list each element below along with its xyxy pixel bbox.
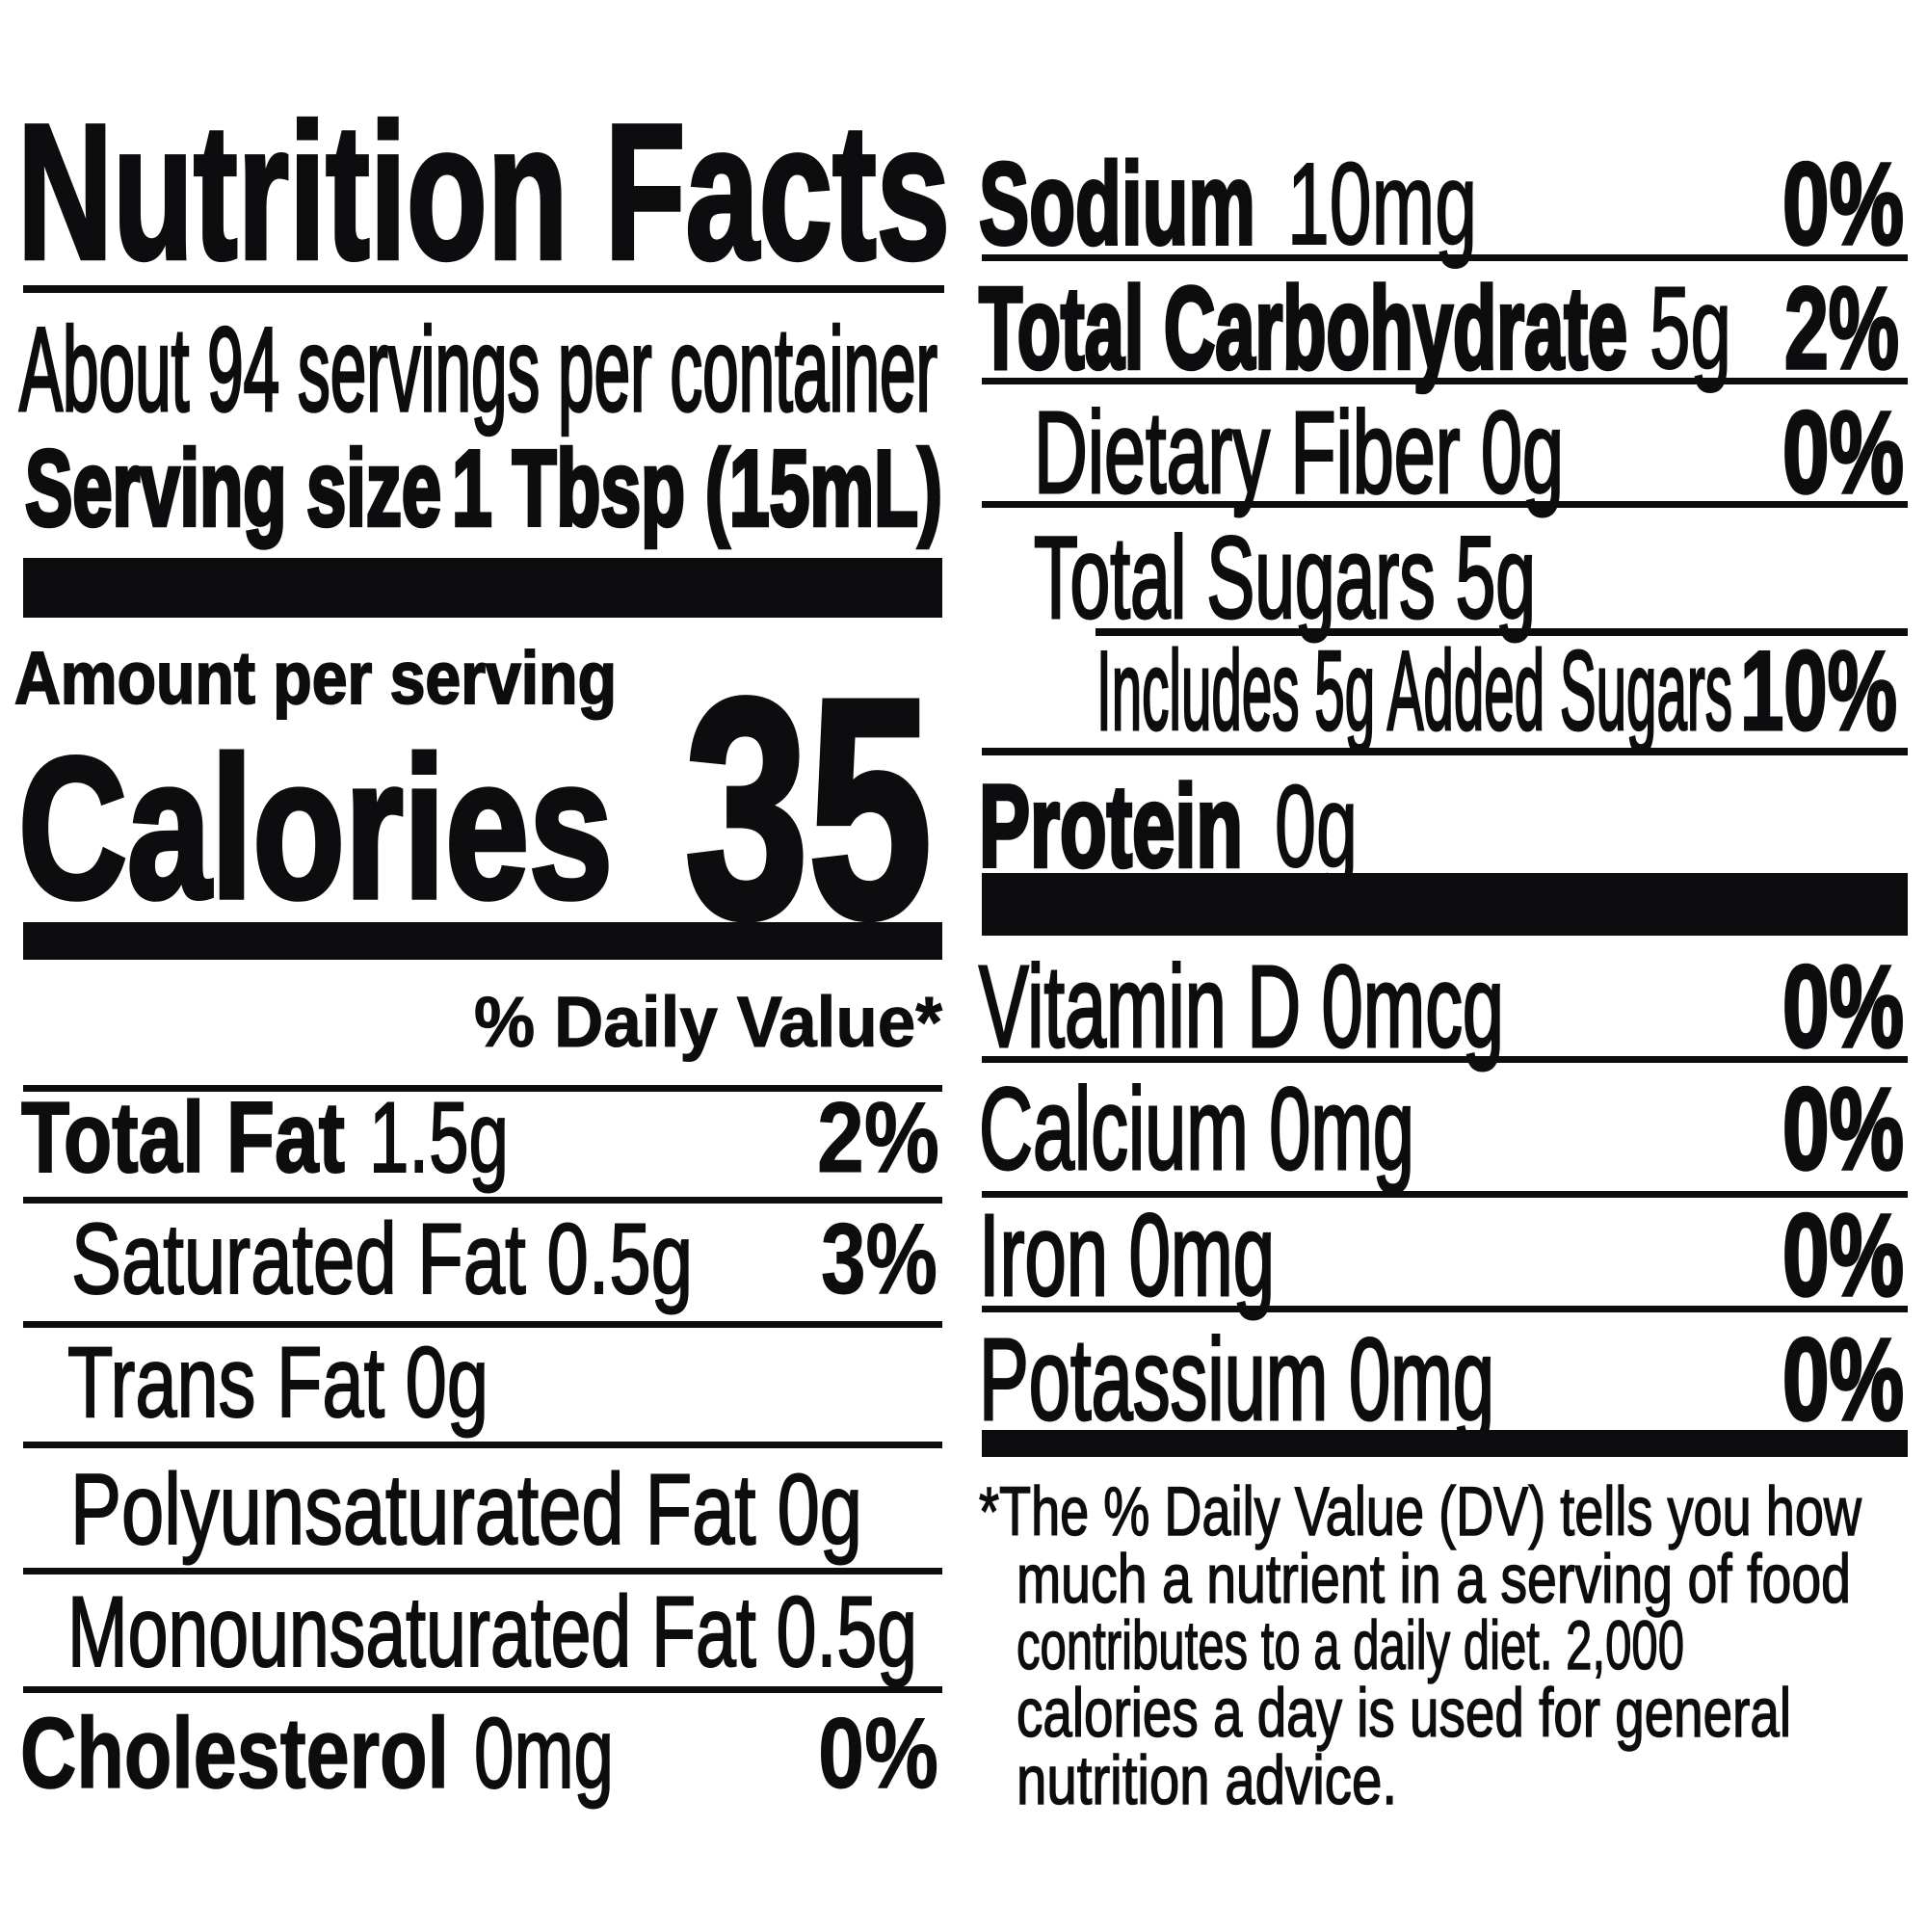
svg-text:10%: 10%: [1740, 627, 1897, 754]
svg-text:contributes to a daily diet. 2: contributes to a daily diet. 2,000: [1016, 1608, 1684, 1684]
svg-text:2%: 2%: [1784, 262, 1899, 393]
svg-text:Nutrition Facts: Nutrition Facts: [17, 85, 950, 300]
svg-text:Calories: Calories: [18, 717, 613, 940]
svg-text:1.5g: 1.5g: [369, 1082, 509, 1194]
svg-text:Trans Fat 0g: Trans Fat 0g: [67, 1327, 488, 1439]
svg-text:0g: 0g: [1275, 760, 1358, 891]
svg-text:Potassium 0mg: Potassium 0mg: [979, 1313, 1494, 1444]
svg-text:0%: 0%: [818, 1698, 938, 1810]
svg-text:*The % Daily Value (DV) tells: *The % Daily Value (DV) tells you how: [979, 1474, 1862, 1550]
svg-text:5g: 5g: [1650, 262, 1731, 393]
svg-text:10mg: 10mg: [1287, 138, 1477, 269]
svg-text:0%: 0%: [1782, 1189, 1904, 1320]
svg-text:Saturated Fat 0.5g: Saturated Fat 0.5g: [71, 1204, 693, 1315]
svg-text:0%: 0%: [1782, 386, 1904, 517]
svg-text:Polyunsaturated Fat 0g: Polyunsaturated Fat 0g: [70, 1454, 862, 1566]
svg-text:Cholesterol: Cholesterol: [20, 1698, 449, 1810]
svg-text:Calcium 0mg: Calcium 0mg: [979, 1063, 1414, 1194]
svg-text:Dietary Fiber 0g: Dietary Fiber 0g: [1034, 386, 1564, 517]
svg-text:nutrition advice.: nutrition advice.: [1016, 1743, 1397, 1819]
svg-text:Total Fat: Total Fat: [21, 1082, 345, 1194]
svg-text:0%: 0%: [1782, 138, 1904, 269]
svg-text:0mg: 0mg: [474, 1698, 614, 1810]
svg-text:Total Carbohydrate: Total Carbohydrate: [979, 262, 1627, 393]
svg-text:Amount per serving: Amount per serving: [14, 637, 617, 720]
svg-text:Serving size: Serving size: [25, 429, 441, 548]
svg-text:% Daily Value*: % Daily Value*: [474, 982, 942, 1062]
svg-text:Vitamin D 0mcg: Vitamin D 0mcg: [979, 940, 1504, 1072]
svg-text:Includes 5g Added Sugars: Includes 5g Added Sugars: [1096, 627, 1732, 754]
svg-text:calories a day is used for gen: calories a day is used for general: [1016, 1676, 1791, 1752]
svg-text:2%: 2%: [817, 1082, 939, 1194]
svg-text:much a nutrient in a serving o: much a nutrient in a serving of food: [1016, 1542, 1851, 1618]
svg-text:0%: 0%: [1782, 940, 1904, 1072]
svg-text:Total Sugars 5g: Total Sugars 5g: [1034, 512, 1536, 643]
svg-text:1 Tbsp (15mL): 1 Tbsp (15mL): [452, 429, 942, 548]
svg-text:Protein: Protein: [979, 760, 1243, 891]
svg-text:0%: 0%: [1782, 1063, 1904, 1194]
svg-text:Monounsaturated Fat 0.5g: Monounsaturated Fat 0.5g: [67, 1576, 917, 1688]
svg-text:3%: 3%: [821, 1204, 937, 1315]
svg-text:Sodium: Sodium: [979, 138, 1255, 269]
svg-text:About 94 servings per containe: About 94 servings per container: [19, 304, 937, 437]
svg-text:Iron 0mg: Iron 0mg: [979, 1189, 1275, 1320]
svg-text:0%: 0%: [1782, 1313, 1904, 1444]
